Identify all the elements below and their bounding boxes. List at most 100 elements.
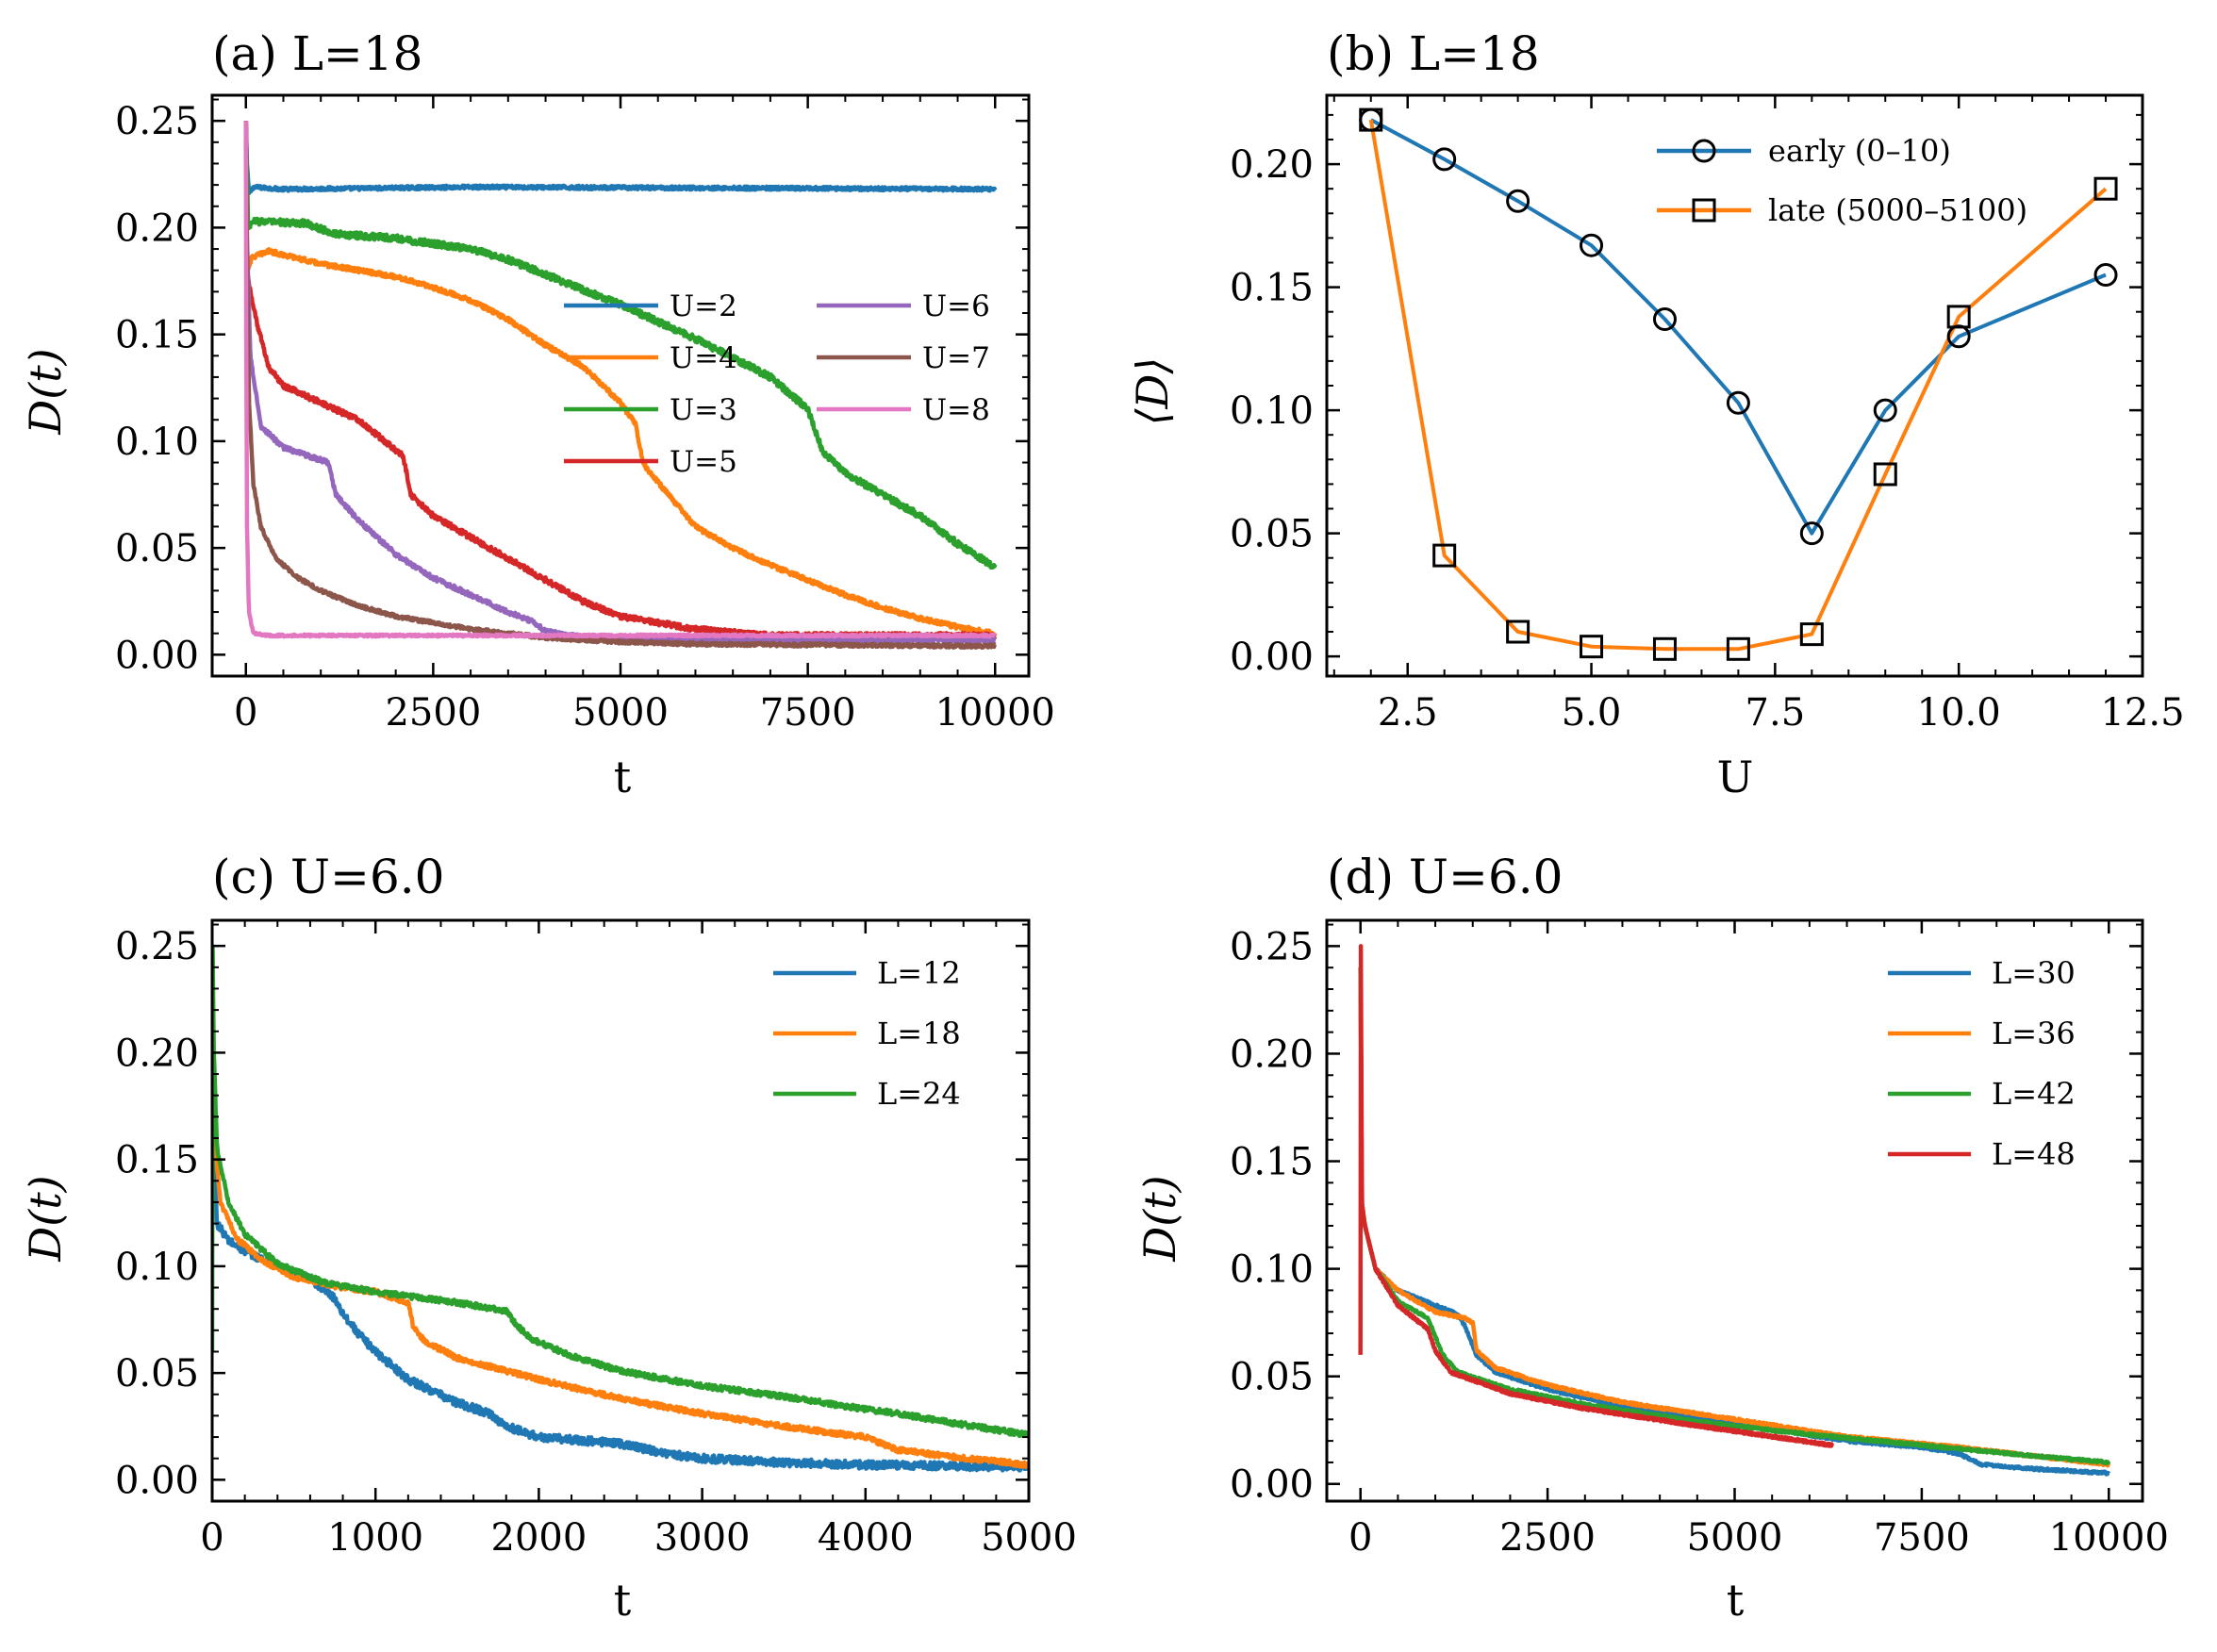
panel-b: (b) L=18 2.5 5.0 7.5 10.0 12.5 0.00 0.05 0.10 0.… <box>1127 26 2185 802</box>
marker-early-point <box>2093 263 2118 288</box>
x-tick-label: 7500 <box>1874 1516 1970 1560</box>
panel-c-xlabel: t <box>614 1575 632 1626</box>
x-tick-label: 10.0 <box>1917 691 2001 735</box>
panel-d-series <box>1358 944 2111 1477</box>
marker-early-point <box>1506 189 1530 213</box>
marker-late-point <box>1726 636 1750 661</box>
panel-a-plot: 0 2500 5000 7500 10000 0.00 0.05 0.10 0.15 0.20 0.… <box>115 93 1055 735</box>
legend-label: U=5 <box>670 445 737 479</box>
marker-late-point <box>1359 107 1383 132</box>
y-tick-label: 0.20 <box>1230 143 1314 187</box>
x-tick-label: 2500 <box>1499 1516 1596 1560</box>
panel-b-title: (b) L=18 <box>1327 26 1540 81</box>
legend-label: U=7 <box>922 341 990 375</box>
x-tick-label: 1000 <box>327 1516 423 1560</box>
legend-label: early (0–10) <box>1768 133 1951 169</box>
y-tick-label: 0.10 <box>115 1246 199 1289</box>
marker-early-point <box>1799 521 1824 546</box>
legend-item: U=6 <box>817 289 990 323</box>
series-line-early (0–10) <box>1369 118 2107 536</box>
y-tick-label: 0.25 <box>115 100 199 143</box>
legend-item: U=5 <box>564 445 737 479</box>
y-tick-label: 0.00 <box>115 1459 199 1502</box>
panel-c: (c) U=6.0 0 1000 2000 3000 4000 50000.000.050… <box>20 850 1077 1626</box>
series-line-U=2 <box>243 121 998 196</box>
legend-label: U=6 <box>922 289 990 323</box>
legend-item: L=30 <box>1888 955 2076 991</box>
series-line-L=48 <box>1358 944 1834 1448</box>
marker-late-point <box>1873 462 1897 487</box>
axes-frame <box>210 93 1031 678</box>
legend-item: L=18 <box>773 1016 961 1051</box>
x-tick-label: 0 <box>1348 1516 1372 1560</box>
panel-a-title: (a) L=18 <box>212 26 422 81</box>
legend-label: L=24 <box>877 1076 961 1112</box>
panel-c-plot: 0 1000 2000 3000 4000 5000 0.00 0.05 0.10 0.15 0.2… <box>115 918 1077 1560</box>
y-tick-label: 0.05 <box>1230 513 1314 556</box>
series-line-U=3 <box>243 121 998 570</box>
series-line-U=7 <box>243 121 997 651</box>
legend-item: U=8 <box>817 393 990 427</box>
y-tick-label: 0.00 <box>1230 1463 1314 1507</box>
x-tick-label: 7500 <box>760 691 856 735</box>
legend-label: L=12 <box>877 955 961 991</box>
x-tick-label: 3000 <box>654 1516 751 1560</box>
x-tick-label: 0 <box>200 1516 223 1560</box>
series-line-L=42 <box>1358 967 2111 1466</box>
marker-late-point <box>1799 622 1824 647</box>
x-tick-label: 10000 <box>935 691 1055 735</box>
panel-d-title: (d) U=6.0 <box>1327 850 1563 904</box>
panel-b-plot: 2.5 5.0 7.5 10.0 12.5 0.00 0.05 0.10 0.15 0.20 <box>1230 93 2185 735</box>
panel-b-xlabel: U <box>1717 752 1754 802</box>
marker-late-point <box>1652 636 1677 661</box>
marker-early-point <box>1580 233 1604 257</box>
legend-label: L=36 <box>1992 1016 2076 1051</box>
legend-item: U=3 <box>564 393 737 427</box>
y-tick-label: 0.20 <box>115 206 199 250</box>
legend-item: L=12 <box>773 955 961 991</box>
legend-item: U=4 <box>564 341 737 375</box>
panel-d-ticks: 0 2500 5000 7500 10000 0.00 0.05 0.10 0.15 0.20 0.… <box>1230 920 2169 1560</box>
x-tick-label: 5000 <box>981 1516 1077 1560</box>
y-tick-label: 0.10 <box>1230 389 1314 433</box>
marker-late-point <box>2093 176 2118 201</box>
series-line-U=8 <box>243 121 997 639</box>
marker-early-point <box>1432 147 1457 172</box>
legend-label: L=48 <box>1992 1136 2076 1172</box>
axes-frame <box>1325 93 2144 678</box>
legend-item: late (5000–5100) <box>1657 192 2027 228</box>
y-tick-label: 0.15 <box>115 1139 199 1182</box>
legend-marker-circle <box>1692 139 1716 163</box>
legend-label: U=3 <box>670 393 737 427</box>
y-tick-label: 0.15 <box>115 314 199 357</box>
panel-c-title: (c) U=6.0 <box>212 850 444 904</box>
x-tick-label: 5000 <box>572 691 669 735</box>
panel-a-xlabel: t <box>614 752 632 802</box>
legend-marker-square <box>1692 198 1716 223</box>
panel-c-ylabel: D(t) <box>20 1175 71 1262</box>
legend-label: late (5000–5100) <box>1768 192 2027 228</box>
marker-late-point <box>1506 620 1530 644</box>
x-tick-label: 12.5 <box>2100 691 2184 735</box>
y-tick-label: 0.20 <box>115 1032 199 1075</box>
series-line-U=6 <box>243 121 997 645</box>
panel-c-legend: L=12 L=18 L=24 <box>773 955 961 1112</box>
legend-item: L=36 <box>1888 1016 2076 1051</box>
y-tick-label: 0.10 <box>115 421 199 464</box>
y-tick-label: 0.05 <box>115 527 199 570</box>
x-tick-label: 10000 <box>2049 1516 2169 1560</box>
legend-label: L=30 <box>1992 955 2076 991</box>
panel-d-legend: L=30 L=36 L=42 L=48 <box>1888 955 2076 1172</box>
x-tick-label: 0 <box>234 691 257 735</box>
legend-label: U=4 <box>670 341 737 375</box>
legend-label: L=18 <box>877 1016 961 1051</box>
x-tick-label: 7.5 <box>1745 691 1806 735</box>
panel-a-ylabel: D(t) <box>20 348 71 435</box>
panel-a-series <box>243 121 998 651</box>
x-tick-label: 2000 <box>491 1516 587 1560</box>
x-tick-label: 2500 <box>385 691 481 735</box>
y-tick-label: 0.05 <box>1230 1356 1314 1399</box>
x-tick-label: 5000 <box>1687 1516 1783 1560</box>
legend-item: L=48 <box>1888 1136 2076 1172</box>
